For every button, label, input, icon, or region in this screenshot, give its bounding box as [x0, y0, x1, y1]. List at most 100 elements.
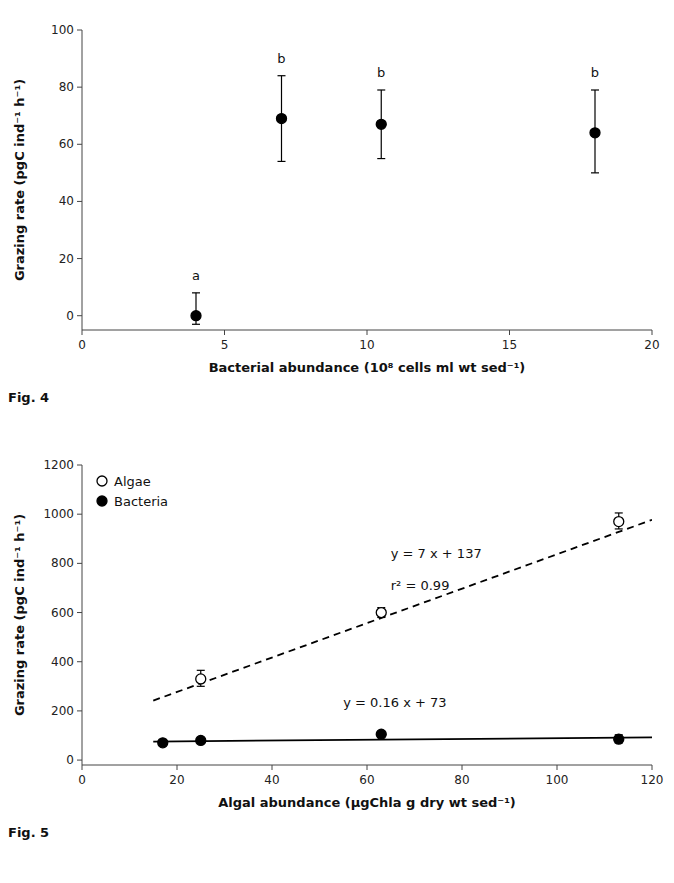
annotation: b	[377, 65, 385, 80]
error-bar	[615, 513, 623, 529]
y-axis-line	[82, 465, 83, 765]
y-tick	[77, 258, 82, 259]
error-bar-cap	[197, 686, 205, 687]
x-tick	[224, 330, 225, 335]
y-tick	[77, 315, 82, 316]
y-tick-label: 200	[51, 704, 74, 718]
x-tick	[509, 330, 510, 335]
error-bar	[278, 76, 286, 162]
error-bar	[192, 293, 200, 324]
y-tick	[77, 760, 82, 761]
y-tick	[77, 465, 82, 466]
error-bar-cap	[192, 292, 200, 293]
error-bar-cap	[591, 172, 599, 173]
x-tick-label: 60	[359, 773, 374, 787]
x-tick	[652, 765, 653, 770]
x-tick-label: 100	[546, 773, 569, 787]
figure: 05101520020406080100Bacterial abundance …	[0, 0, 674, 883]
annotation: a	[192, 268, 200, 283]
x-tick	[367, 765, 368, 770]
y-tick-label: 400	[51, 655, 74, 669]
y-axis-line	[82, 30, 83, 330]
annotation: b	[277, 51, 285, 66]
x-tick-label: 15	[502, 338, 517, 352]
x-tick-label: 0	[78, 773, 86, 787]
x-tick	[652, 330, 653, 335]
y-tick	[77, 710, 82, 711]
data-point	[376, 119, 386, 129]
regression-line	[153, 737, 652, 741]
y-tick	[77, 612, 82, 613]
y-tick	[77, 87, 82, 88]
x-axis-label: Algal abundance (μgChla g dry wt sed⁻¹)	[218, 795, 516, 810]
plot-area	[191, 76, 600, 325]
x-tick-label: 40	[264, 773, 279, 787]
y-tick	[77, 144, 82, 145]
chart-panel: 05101520020406080100Bacterial abundance …	[8, 23, 660, 405]
x-tick	[82, 765, 83, 770]
error-bar-cap	[278, 75, 286, 76]
x-tick-label: 5	[221, 338, 229, 352]
data-point	[376, 729, 386, 739]
annotation: r² = 0.99	[391, 578, 450, 593]
annotation: y = 0.16 x + 73	[343, 695, 446, 710]
error-bar-cap	[615, 512, 623, 513]
x-tick	[177, 765, 178, 770]
y-tick-label: 800	[51, 556, 74, 570]
y-tick-label: 100	[51, 23, 74, 37]
y-tick-label: 1000	[43, 507, 74, 521]
y-tick-label: 1200	[43, 458, 74, 472]
error-bar-cap	[278, 161, 286, 162]
legend-marker	[97, 476, 107, 486]
x-axis-label: Bacterial abundance (10⁸ cells ml wt sed…	[209, 360, 526, 375]
x-tick	[367, 330, 368, 335]
data-point	[277, 114, 287, 124]
x-tick	[462, 765, 463, 770]
data-point	[614, 517, 624, 527]
figure-caption: Fig. 5	[8, 825, 49, 840]
y-tick	[77, 201, 82, 202]
error-bar	[377, 90, 385, 159]
y-tick-label: 0	[66, 309, 74, 323]
legend: Algae Bacteria	[97, 474, 168, 509]
data-point	[590, 128, 600, 138]
data-point	[614, 734, 624, 744]
y-tick	[77, 514, 82, 515]
chart-panel: 020406080100120020040060080010001200Alga…	[8, 458, 663, 840]
data-point	[191, 311, 201, 321]
x-tick-label: 20	[169, 773, 184, 787]
legend-label: Algae	[114, 474, 151, 489]
y-tick-label: 600	[51, 606, 74, 620]
error-bar-cap	[377, 89, 385, 90]
data-point	[196, 735, 206, 745]
data-point	[158, 738, 168, 748]
y-tick-label: 20	[59, 252, 74, 266]
y-tick-label: 0	[66, 753, 74, 767]
data-point	[376, 608, 386, 618]
error-bar-cap	[192, 324, 200, 325]
x-tick-label: 0	[78, 338, 86, 352]
x-tick	[272, 765, 273, 770]
y-tick-label: 60	[59, 137, 74, 151]
data-point	[196, 674, 206, 684]
legend-marker	[97, 496, 107, 506]
regression-line	[153, 520, 652, 701]
error-bar-cap	[615, 528, 623, 529]
y-axis-label: Grazing rate (pgC ind⁻¹ h⁻¹)	[12, 79, 27, 281]
x-tick	[82, 330, 83, 335]
legend-label: Bacteria	[114, 494, 168, 509]
annotation: b	[591, 65, 599, 80]
figure-caption: Fig. 4	[8, 390, 49, 405]
plot-area	[153, 513, 652, 748]
error-bar	[591, 90, 599, 173]
y-tick	[77, 661, 82, 662]
x-tick-label: 10	[359, 338, 374, 352]
error-bar-cap	[197, 670, 205, 671]
y-axis-label: Grazing rate (pgC ind⁻¹ h⁻¹)	[12, 514, 27, 716]
annotation: y = 7 x + 137	[391, 546, 482, 561]
y-tick	[77, 563, 82, 564]
y-tick-label: 40	[59, 194, 74, 208]
error-bar	[197, 670, 205, 686]
y-tick-label: 80	[59, 80, 74, 94]
x-tick-label: 120	[641, 773, 664, 787]
